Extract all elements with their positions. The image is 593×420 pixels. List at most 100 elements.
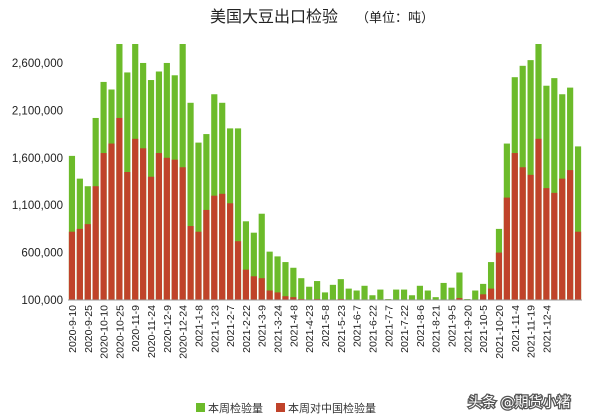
bar-china-inspection xyxy=(219,193,226,300)
bar-weekly-inspection xyxy=(258,213,265,300)
bar-china-inspection xyxy=(203,209,210,300)
bar-china-inspection xyxy=(92,186,99,300)
bar-china-inspection xyxy=(456,298,463,300)
bar-china-inspection xyxy=(211,195,218,300)
y-tick-label: 1,100,000 xyxy=(12,200,63,212)
bar-china-inspection xyxy=(274,292,281,300)
bar-weekly-inspection xyxy=(377,289,384,300)
y-tick-label: 600,000 xyxy=(21,248,63,260)
x-tick-label: 2021-5-23 xyxy=(336,305,348,353)
bar-weekly-inspection xyxy=(393,289,400,300)
x-axis: 2020-9-10 2020-9-25 2020-10-10 2020-10-25 20… xyxy=(67,305,553,359)
bar-china-inspection xyxy=(132,138,139,300)
x-tick-label: 2020-12-9 xyxy=(162,305,174,353)
bar-china-inspection xyxy=(171,159,178,300)
x-tick-label: 2021-7-22 xyxy=(399,305,411,353)
bar-china-inspection xyxy=(84,224,91,300)
bar-china-inspection xyxy=(187,226,194,300)
bar-weekly-inspection xyxy=(274,256,281,300)
bar-china-inspection xyxy=(116,117,123,301)
bar-china-inspection xyxy=(108,143,115,300)
x-tick-label: 2021-6-22 xyxy=(367,305,379,353)
y-tick-label: 2,600,000 xyxy=(12,58,63,70)
bar-weekly-inspection xyxy=(353,290,360,300)
bar-weekly-inspection xyxy=(480,283,487,300)
bar-china-inspection xyxy=(227,203,234,300)
bar-weekly-inspection xyxy=(68,155,76,300)
bar-china-inspection xyxy=(519,167,526,300)
bar-weekly-inspection xyxy=(487,262,495,300)
watermark: 头条 @期货小褚 xyxy=(468,394,570,411)
y-axis: 100,000 600,000 1,100,000 1,600,000 2,100,00… xyxy=(12,58,63,307)
bar-weekly-inspection xyxy=(361,285,368,300)
bar-china-inspection xyxy=(527,174,534,300)
bar-china-inspection xyxy=(266,290,273,300)
legend: 本周检验量 本周对中国检验量 xyxy=(196,401,376,415)
bar-china-inspection xyxy=(250,276,257,300)
x-tick-label: 2021-8-21 xyxy=(431,305,443,353)
x-tick-label: 2021-4-8 xyxy=(288,305,300,347)
x-tick-label: 2020-10-10 xyxy=(99,305,111,359)
bar-china-inspection xyxy=(495,252,503,300)
x-tick-label: 2021-12-4 xyxy=(541,305,553,353)
bar-weekly-inspection xyxy=(337,279,344,300)
bar-china-inspection xyxy=(559,178,566,300)
x-tick-label: 2021-6-7 xyxy=(352,305,364,347)
bar-weekly-inspection xyxy=(234,128,242,300)
legend-swatch-china-inspections xyxy=(276,403,285,412)
legend-label-inspections: 本周检验量 xyxy=(208,401,263,415)
bar-china-inspection xyxy=(179,167,186,300)
x-tick-label: 2021-10-20 xyxy=(494,305,506,359)
x-tick-label: 2020-9-10 xyxy=(67,305,79,353)
bar-weekly-inspection xyxy=(290,267,297,300)
x-tick-label: 2020-12-24 xyxy=(178,305,190,359)
bar-weekly-inspection xyxy=(266,251,273,300)
bar-china-inspection xyxy=(258,278,265,300)
x-tick-label: 2021-9-20 xyxy=(462,305,474,353)
bar-china-inspection xyxy=(503,197,510,300)
bar-weekly-inspection xyxy=(282,262,289,300)
bar-weekly-inspection xyxy=(472,290,479,300)
bar-china-inspection xyxy=(551,192,558,300)
x-tick-label: 2021-5-8 xyxy=(320,305,332,347)
bar-weekly-inspection xyxy=(369,295,376,300)
x-tick-label: 2021-2-22 xyxy=(241,305,253,353)
y-tick-label: 2,100,000 xyxy=(12,105,63,117)
x-tick-label: 2021-1-8 xyxy=(193,305,205,347)
x-tick-label: 2021-3-24 xyxy=(273,305,285,353)
bar-weekly-inspection xyxy=(195,142,202,300)
bar-china-inspection xyxy=(68,231,76,300)
x-tick-label: 2020-11-24 xyxy=(146,305,158,358)
legend-swatch-inspections xyxy=(196,403,205,412)
bar-weekly-inspection xyxy=(329,284,336,300)
bar-weekly-inspection xyxy=(321,292,329,300)
x-tick-label: 2020-9-25 xyxy=(83,305,95,353)
bar-weekly-inspection xyxy=(448,287,455,300)
bar-weekly-inspection xyxy=(250,232,257,300)
x-tick-label: 2021-11-4 xyxy=(510,305,522,352)
bar-china-inspection xyxy=(234,241,242,300)
bar-weekly-inspection xyxy=(314,281,321,300)
x-tick-label: 2021-7-7 xyxy=(383,305,395,347)
x-tick-label: 2021-3-9 xyxy=(257,305,269,347)
bar-weekly-inspection xyxy=(432,297,439,300)
bar-china-inspection xyxy=(290,297,297,300)
bar-china-inspection xyxy=(511,153,518,300)
bar-china-inspection xyxy=(163,157,170,300)
bar-weekly-inspection xyxy=(424,290,431,300)
bar-china-inspection xyxy=(100,153,107,300)
x-tick-label: 2021-4-23 xyxy=(304,305,316,353)
bar-china-inspection xyxy=(195,231,202,300)
bar-china-inspection xyxy=(480,294,487,300)
bar-weekly-inspection xyxy=(408,295,416,300)
x-tick-label: 2021-1-23 xyxy=(209,305,221,353)
bar-weekly-inspection xyxy=(242,221,250,300)
x-tick-label: 2021-8-6 xyxy=(415,305,427,347)
chart-subtitle: （单位：吨） xyxy=(356,11,434,26)
x-tick-label: 2020-11-9 xyxy=(130,305,142,352)
bars xyxy=(68,44,582,301)
x-tick-label: 2020-10-25 xyxy=(114,305,126,359)
x-tick-label: 2021-11-19 xyxy=(526,305,538,358)
chart-title: 美国大豆出口检验 xyxy=(210,7,338,26)
